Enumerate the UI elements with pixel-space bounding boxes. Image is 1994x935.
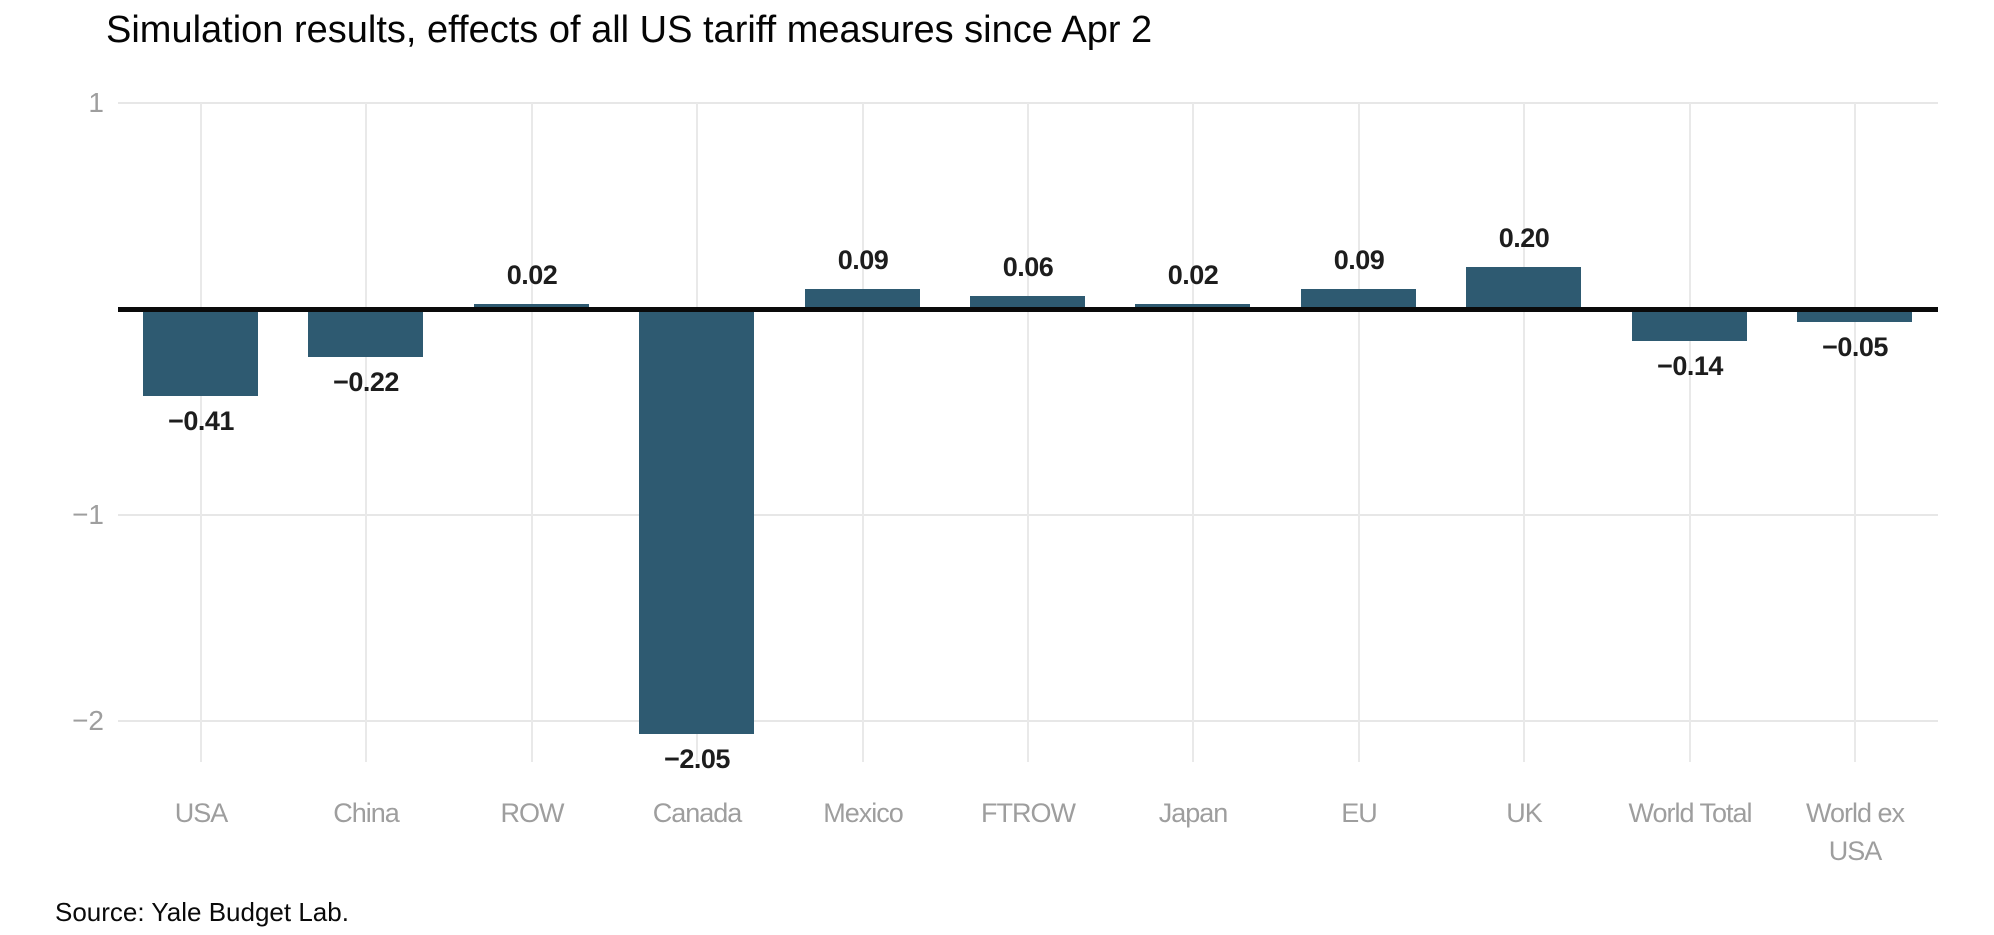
bar-value-label: −2.05: [664, 744, 730, 774]
source-note: Source: Yale Budget Lab.: [55, 897, 349, 927]
bar: [308, 312, 423, 357]
bar: [639, 312, 754, 734]
category-label: UK: [1506, 798, 1543, 828]
category-label: World Total: [1628, 798, 1752, 828]
bar-value-label: 0.20: [1498, 223, 1550, 253]
bar-value-label: −0.22: [333, 367, 399, 397]
v-gridline: [862, 103, 864, 762]
bar-value-label: −0.41: [168, 406, 234, 436]
category-label: World ex USA: [1805, 798, 1905, 866]
v-gridline: [1192, 103, 1194, 762]
bar: [474, 304, 589, 308]
v-gridline: [365, 103, 367, 762]
category-label: EU: [1341, 798, 1378, 828]
y-axis-tick-label: −2: [72, 705, 104, 736]
zero-axis-line: [118, 307, 1938, 312]
category-label: Japan: [1158, 798, 1229, 828]
bar-value-label: 0.02: [1167, 260, 1219, 290]
bar: [805, 289, 920, 308]
v-gridline: [531, 103, 533, 762]
bar: [970, 296, 1085, 308]
bar: [1797, 312, 1912, 322]
bar-value-label: −0.05: [1822, 332, 1888, 362]
category-label: Mexico: [823, 798, 904, 828]
v-gridline: [1854, 103, 1856, 762]
v-gridline: [1689, 103, 1691, 762]
bar: [1135, 304, 1250, 308]
bar-value-label: 0.09: [1333, 245, 1385, 275]
bar: [143, 312, 258, 396]
v-gridline: [1358, 103, 1360, 762]
y-axis-tick-label: 1: [88, 87, 104, 118]
bar: [1466, 267, 1581, 308]
bar: [1632, 312, 1747, 341]
bar-value-label: 0.09: [837, 245, 889, 275]
y-axis-tick-label: −1: [72, 499, 104, 530]
chart-title: Simulation results, effects of all US ta…: [106, 9, 1153, 51]
v-gridline: [200, 103, 202, 762]
category-label: FTROW: [981, 798, 1076, 828]
category-label: Canada: [652, 798, 743, 828]
bar-value-label: 0.06: [1002, 252, 1054, 282]
category-label: ROW: [500, 798, 565, 828]
bar-value-label: 0.02: [506, 260, 558, 290]
v-gridline: [1027, 103, 1029, 762]
bar-value-label: −0.14: [1657, 351, 1723, 381]
v-gridline: [1523, 103, 1525, 762]
bar: [1301, 289, 1416, 308]
category-label: China: [333, 798, 400, 828]
category-label: USA: [174, 798, 229, 828]
